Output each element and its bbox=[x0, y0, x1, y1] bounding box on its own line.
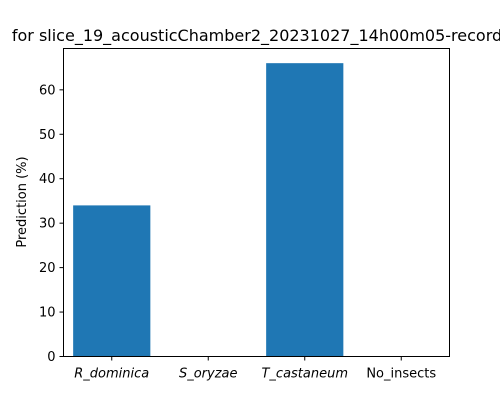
y-tick-label: 40 bbox=[39, 172, 56, 187]
y-tick-label: 20 bbox=[39, 261, 56, 276]
y-axis-label: Prediction (%) bbox=[15, 156, 30, 247]
x-axis: R_dominica S_oryzae T_castaneum No_insects bbox=[74, 357, 436, 382]
chart-title: for slice_19_acousticChamber2_20231027_1… bbox=[12, 26, 500, 46]
x-tick-label: R_dominica bbox=[74, 367, 149, 382]
y-tick-label: 30 bbox=[39, 217, 56, 232]
y-axis: 0 10 20 30 40 50 60 bbox=[39, 83, 64, 365]
y-tick-label: 50 bbox=[39, 128, 56, 143]
bar-r-dominica bbox=[73, 205, 150, 356]
x-tick-label: S_oryzae bbox=[179, 367, 238, 382]
y-tick-label: 60 bbox=[39, 83, 56, 98]
x-tick-label: T_castaneum bbox=[261, 367, 348, 382]
bars-group bbox=[73, 63, 343, 356]
x-tick-label: No_insects bbox=[366, 367, 436, 382]
y-tick-label: 10 bbox=[39, 306, 56, 321]
y-tick-label: 0 bbox=[47, 350, 55, 365]
bar-t-castaneum bbox=[266, 63, 343, 356]
